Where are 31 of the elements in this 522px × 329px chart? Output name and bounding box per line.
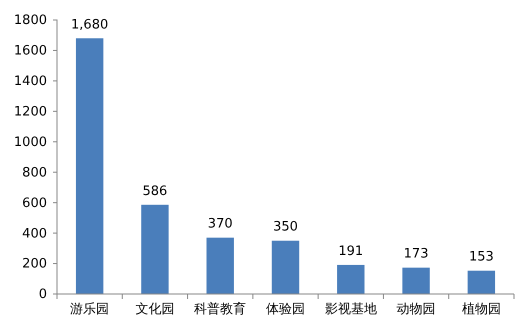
y-tick-label: 600	[22, 196, 47, 211]
data-label: 370	[208, 216, 233, 232]
bar	[272, 240, 300, 294]
y-tick-label: 1000	[14, 134, 47, 150]
x-tick-label: 植物园	[462, 302, 501, 318]
y-tick-label: 200	[22, 256, 47, 272]
y-tick-label: 1800	[14, 13, 47, 28]
y-tick-label: 1600	[14, 44, 47, 59]
bar	[468, 270, 496, 294]
bar	[76, 38, 104, 294]
y-tick-label: 1400	[14, 74, 47, 90]
y-tick-label: 400	[22, 226, 47, 242]
x-tick-label: 影视基地	[324, 302, 377, 318]
y-tick-label: 1200	[14, 104, 47, 120]
data-label: 173	[404, 246, 428, 262]
data-label: 586	[142, 184, 168, 199]
bar	[337, 264, 364, 294]
bar	[206, 238, 234, 294]
data-label: 1,680	[71, 17, 108, 32]
y-tick-label: 800	[22, 165, 47, 180]
x-tick-label: 体验园	[266, 302, 305, 318]
x-tick-label: 动物园	[396, 302, 436, 318]
bar	[402, 268, 430, 294]
data-label: 191	[338, 244, 364, 259]
x-tick-label: 文化园	[135, 302, 174, 318]
bar	[141, 204, 169, 294]
y-tick-label: 0	[38, 287, 47, 302]
x-tick-label: 游乐园	[70, 302, 110, 318]
x-tick-label: 科普教育	[194, 301, 246, 318]
data-label: 350	[273, 220, 298, 235]
data-label: 153	[468, 250, 494, 265]
